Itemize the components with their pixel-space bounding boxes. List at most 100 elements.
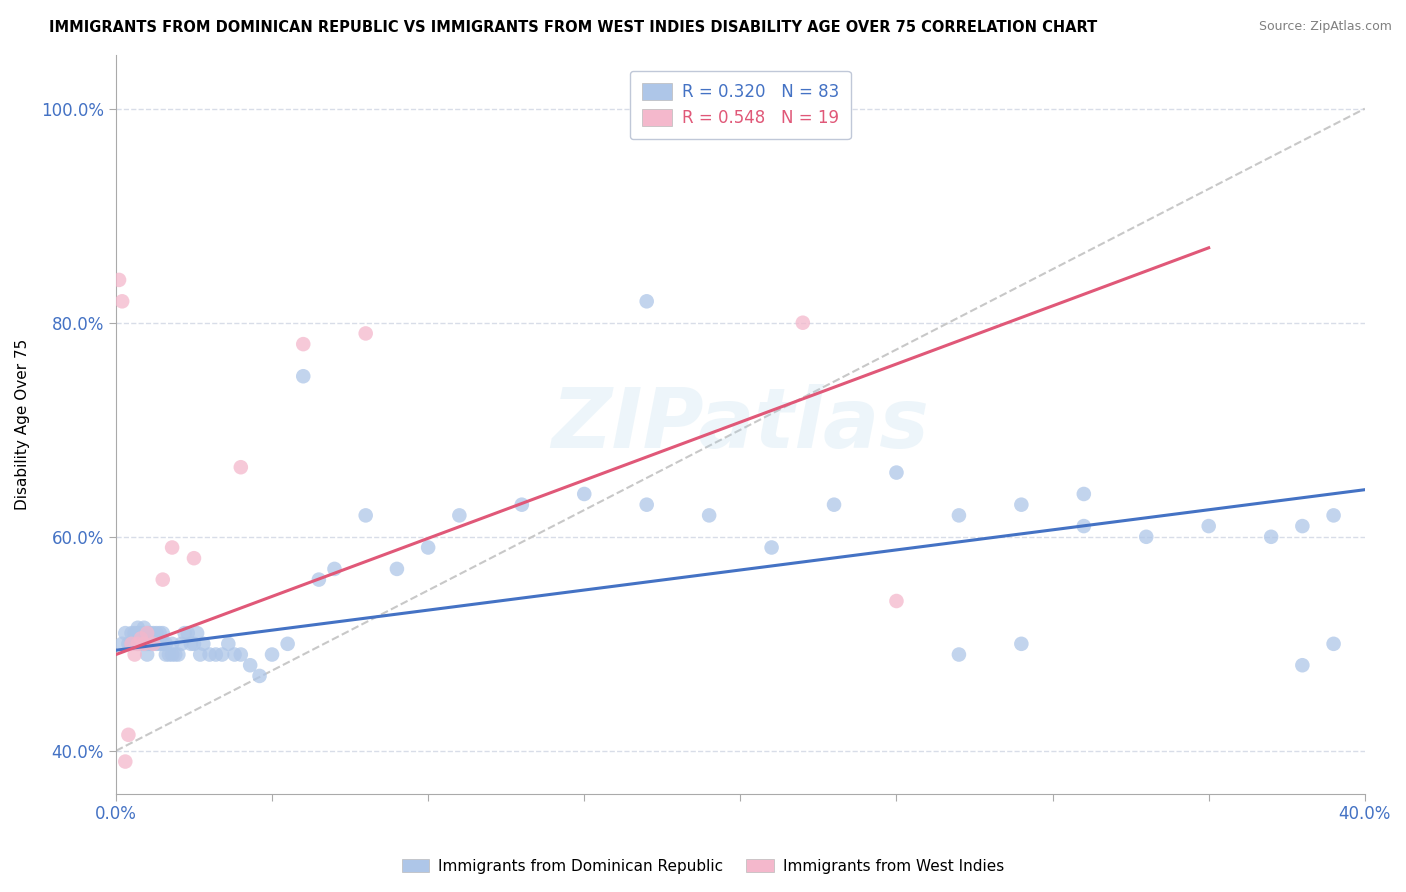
Point	[354, 326, 377, 341]
Point	[160, 648, 183, 662]
Point	[111, 294, 134, 309]
Point	[111, 637, 134, 651]
Point	[292, 369, 315, 384]
Point	[183, 637, 205, 651]
Point	[188, 648, 211, 662]
Point	[170, 637, 193, 651]
Point	[124, 648, 146, 662]
Text: IMMIGRANTS FROM DOMINICAN REPUBLIC VS IMMIGRANTS FROM WEST INDIES DISABILITY AGE: IMMIGRANTS FROM DOMINICAN REPUBLIC VS IM…	[49, 20, 1098, 35]
Y-axis label: Disability Age Over 75: Disability Age Over 75	[15, 339, 30, 510]
Point	[198, 648, 221, 662]
Point	[1010, 637, 1032, 651]
Point	[121, 637, 143, 651]
Point	[1010, 498, 1032, 512]
Point	[510, 498, 533, 512]
Point	[177, 626, 200, 640]
Point	[127, 637, 149, 651]
Point	[1260, 530, 1282, 544]
Point	[129, 626, 152, 640]
Point	[132, 637, 155, 651]
Point	[948, 508, 970, 523]
Point	[132, 621, 155, 635]
Point	[229, 648, 252, 662]
Point	[260, 648, 283, 662]
Point	[1291, 519, 1313, 533]
Point	[186, 626, 208, 640]
Point	[697, 508, 720, 523]
Point	[193, 637, 215, 651]
Point	[129, 632, 152, 646]
Point	[127, 626, 149, 640]
Point	[183, 551, 205, 566]
Point	[145, 637, 167, 651]
Point	[229, 460, 252, 475]
Point	[418, 541, 440, 555]
Point	[1135, 530, 1157, 544]
Point	[165, 648, 187, 662]
Point	[636, 294, 658, 309]
Point	[239, 658, 262, 673]
Point	[129, 637, 152, 651]
Point	[139, 626, 162, 640]
Point	[249, 669, 271, 683]
Legend: R = 0.320   N = 83, R = 0.548   N = 19: R = 0.320 N = 83, R = 0.548 N = 19	[630, 70, 851, 139]
Point	[217, 637, 239, 651]
Point	[149, 637, 172, 651]
Point	[292, 337, 315, 351]
Point	[142, 626, 165, 640]
Point	[108, 273, 131, 287]
Point	[205, 648, 228, 662]
Point	[308, 573, 330, 587]
Point	[1073, 487, 1095, 501]
Point	[173, 626, 195, 640]
Point	[574, 487, 596, 501]
Point	[160, 637, 183, 651]
Point	[136, 637, 159, 651]
Legend: Immigrants from Dominican Republic, Immigrants from West Indies: Immigrants from Dominican Republic, Immi…	[395, 853, 1011, 880]
Point	[136, 626, 159, 640]
Point	[1198, 519, 1220, 533]
Point	[136, 632, 159, 646]
Point	[761, 541, 783, 555]
Point	[142, 637, 165, 651]
Point	[886, 594, 908, 608]
Point	[160, 541, 183, 555]
Point	[152, 637, 174, 651]
Point	[114, 755, 136, 769]
Point	[1322, 637, 1344, 651]
Point	[129, 632, 152, 646]
Point	[449, 508, 471, 523]
Point	[155, 648, 177, 662]
Point	[136, 626, 159, 640]
Point	[121, 637, 143, 651]
Text: Source: ZipAtlas.com: Source: ZipAtlas.com	[1258, 20, 1392, 33]
Point	[127, 637, 149, 651]
Point	[211, 648, 233, 662]
Point	[127, 621, 149, 635]
Point	[886, 466, 908, 480]
Point	[323, 562, 346, 576]
Point	[114, 626, 136, 640]
Point	[152, 573, 174, 587]
Point	[142, 637, 165, 651]
Point	[1291, 658, 1313, 673]
Point	[149, 626, 172, 640]
Point	[124, 626, 146, 640]
Point	[117, 637, 139, 651]
Point	[636, 498, 658, 512]
Point	[1073, 519, 1095, 533]
Point	[1322, 508, 1344, 523]
Point	[792, 316, 814, 330]
Point	[180, 637, 202, 651]
Point	[823, 498, 845, 512]
Text: ZIPatlas: ZIPatlas	[551, 384, 929, 465]
Point	[139, 637, 162, 651]
Point	[121, 626, 143, 640]
Point	[277, 637, 299, 651]
Point	[385, 562, 408, 576]
Point	[145, 626, 167, 640]
Point	[117, 728, 139, 742]
Point	[948, 648, 970, 662]
Point	[224, 648, 246, 662]
Point	[132, 632, 155, 646]
